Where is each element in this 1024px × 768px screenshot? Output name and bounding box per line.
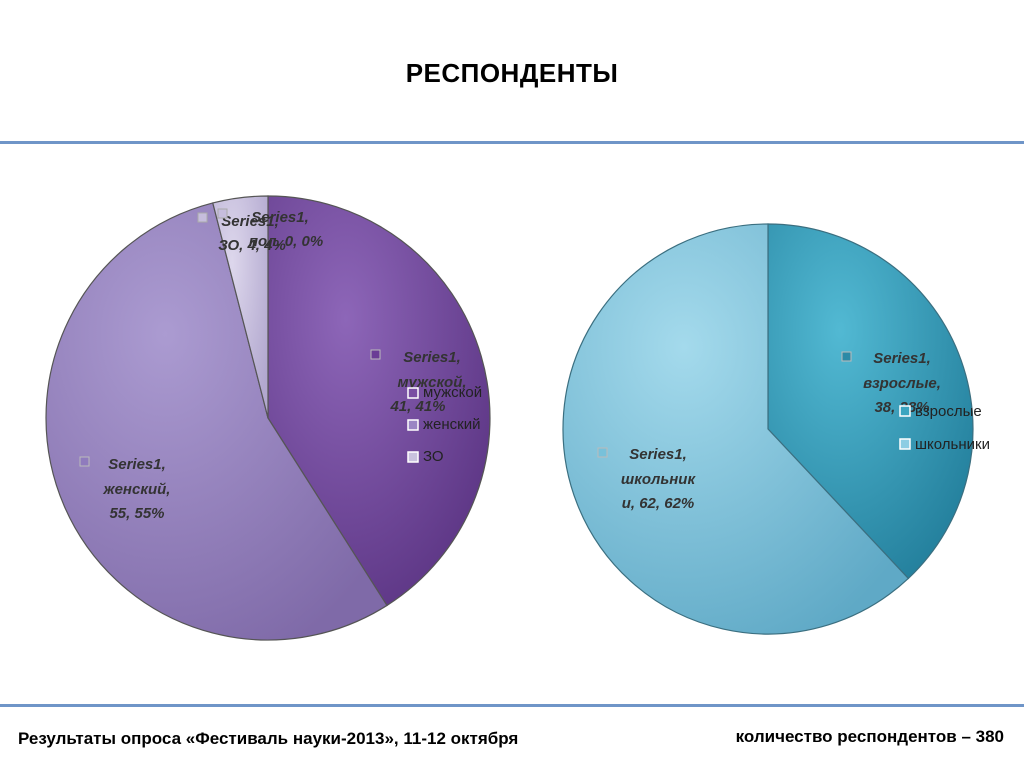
svg-text:взрослые: взрослые xyxy=(915,403,982,420)
svg-text:мужской: мужской xyxy=(423,384,482,401)
pie-chart-gender: Series1, мужской, 41, 41% Series1, женск… xyxy=(45,195,491,641)
svg-text:мужской,: мужской, xyxy=(397,374,466,391)
legend-gender: мужской женский ЗО xyxy=(407,384,482,465)
data-label-male: Series1, мужской, 41, 41% xyxy=(370,349,467,415)
data-label-pol: Series1, пол, 0, 0% xyxy=(217,208,323,250)
slice-female xyxy=(45,202,388,641)
data-label-zo: Series1, ЗО, 4, 4% xyxy=(197,212,286,254)
page-title: РЕСПОНДЕНТЫ xyxy=(405,58,619,88)
top-divider xyxy=(0,141,1024,144)
legend-item-female: женский xyxy=(407,416,480,433)
slice-adults xyxy=(767,223,974,580)
slice-schoolchildren xyxy=(562,223,910,635)
data-label-female: Series1, женский, 55, 55% xyxy=(79,456,171,522)
legend-item-adults: взрослые xyxy=(899,403,982,420)
svg-text:Series1,: Series1, xyxy=(873,350,931,367)
svg-text:школьник: школьник xyxy=(621,471,697,488)
respondent-count: количество респондентов – 380 xyxy=(735,727,1004,746)
legend-item-male: мужской xyxy=(407,384,482,401)
svg-text:55, 55%: 55, 55% xyxy=(109,505,164,522)
bottom-divider xyxy=(0,704,1024,707)
pie-chart-age: Series1, взрослые, 38, 38% Series1, школ… xyxy=(562,223,990,635)
survey-caption: Результаты опроса «Фестиваль науки-2013»… xyxy=(18,729,519,748)
slice-male xyxy=(267,195,491,607)
legend-item-schoolchildren: школьники xyxy=(899,436,990,453)
svg-text:пол, 0, 0%: пол, 0, 0% xyxy=(249,233,323,250)
svg-text:Series1,: Series1, xyxy=(221,213,279,230)
legend-age: взрослые школьники xyxy=(899,403,990,453)
svg-text:школьники: школьники xyxy=(915,436,990,453)
slice-zo xyxy=(212,195,269,419)
svg-text:взрослые,: взрослые, xyxy=(863,375,941,392)
legend-item-zo: ЗО xyxy=(407,448,444,465)
svg-text:Series1,: Series1, xyxy=(403,349,461,366)
svg-text:ЗО: ЗО xyxy=(423,448,444,465)
svg-text:Series1,: Series1, xyxy=(629,446,687,463)
data-label-schoolchildren: Series1, школьник и, 62, 62% xyxy=(597,446,697,512)
svg-text:Series1,: Series1, xyxy=(108,456,166,473)
svg-text:Series1,: Series1, xyxy=(251,209,309,226)
svg-text:женский,: женский, xyxy=(103,481,171,498)
svg-text:и, 62, 62%: и, 62, 62% xyxy=(622,495,695,512)
svg-text:женский: женский xyxy=(423,416,480,433)
svg-text:ЗО, 4, 4%: ЗО, 4, 4% xyxy=(218,237,286,254)
svg-text:41, 41%: 41, 41% xyxy=(389,398,445,415)
